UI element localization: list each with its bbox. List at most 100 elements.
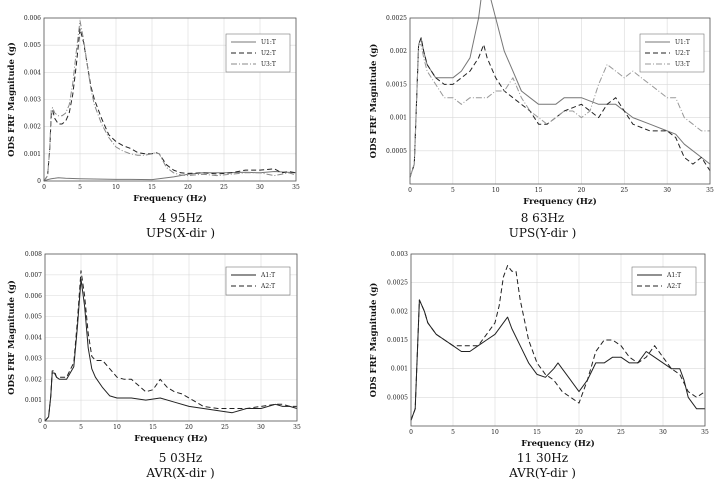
y-tick-label: 0.001 <box>390 115 407 122</box>
direction-caption: UPS(X-dir ) <box>145 226 215 240</box>
series-line-u3t <box>409 44 710 178</box>
y-tick-label: 0.0015 <box>386 81 407 88</box>
x-tick-label: 20 <box>575 429 583 436</box>
y-axis-label: ODS FRF Magnitude (g) <box>368 44 379 159</box>
x-tick-label: 10 <box>112 184 120 191</box>
y-tick-label: 0.008 <box>25 251 42 258</box>
x-tick-label: 15 <box>533 429 541 436</box>
peak-frequency-caption: 8 63Hz <box>520 211 565 225</box>
series-line-u1t <box>409 0 711 178</box>
chart-ups-x-dir: 0 5 10 15 20 25 30 35 0 0.001 0.002 0.003 0.004 0.005… <box>6 15 300 204</box>
x-tick-label: 35 <box>701 429 709 436</box>
y-tick-label: 0.002 <box>24 124 41 131</box>
x-tick-label: 25 <box>221 424 229 431</box>
x-tick-label: 0 <box>42 184 46 191</box>
plot-frame <box>43 17 297 182</box>
chart-panel-avr-x: 0 5 10 15 20 25 30 35 0 0.001 0.002 0.003 0.004 0.005… <box>0 240 361 480</box>
chart-ups-y-dir: 0 5 10 15 20 25 30 35 0.0005 0.001 0.0015 0.002 0.00… <box>368 0 714 207</box>
peak-frequency-caption: 4 95Hz <box>158 211 203 225</box>
plot-frame <box>410 253 706 427</box>
x-tick-label: 10 <box>491 429 499 436</box>
series-line-u2t <box>409 37 711 178</box>
legend-label: A1:T <box>666 272 681 279</box>
y-axis-label: ODS FRF Magnitude (g) <box>6 280 17 395</box>
x-axis-label: Frequency (Hz) <box>133 193 206 204</box>
legend-box <box>631 266 697 296</box>
legend-box <box>639 33 705 73</box>
y-tick-label: 0.006 <box>24 15 41 22</box>
x-tick-label: 35 <box>292 184 300 191</box>
x-tick-label: 10 <box>113 424 121 431</box>
x-tick-label: 35 <box>293 424 301 431</box>
x-tick-label: 5 <box>79 424 83 431</box>
x-tick-label: 30 <box>663 187 671 194</box>
chart-avr-x-dir: 0 5 10 15 20 25 30 35 0 0.001 0.002 0.003 0.004 0.005… <box>6 251 301 444</box>
y-axis-label: ODS FRF Magnitude (g) <box>6 42 17 157</box>
x-axis-label: Frequency (Hz) <box>134 433 207 444</box>
legend-label: U3:T <box>261 61 276 68</box>
y-tick-label: 0.002 <box>391 308 408 315</box>
peak-frequency-caption: 5 03Hz <box>158 451 203 465</box>
y-tick-label: 0 <box>37 178 41 185</box>
chart-panel-avr-y: 0 5 10 15 20 25 30 35 0.0005 0.001 0.0015 0.002 0.00… <box>362 240 723 480</box>
legend-box <box>225 266 291 296</box>
x-tick-label: 15 <box>148 184 156 191</box>
y-tick-label: 0.002 <box>25 376 42 383</box>
x-tick-label: 5 <box>451 429 455 436</box>
legend-label: A1:T <box>260 272 275 279</box>
legend-label: A2:T <box>666 283 681 290</box>
y-tick-label: 0.005 <box>24 42 41 49</box>
y-tick-label: 0.001 <box>24 151 41 158</box>
legend-label: A2:T <box>260 283 275 290</box>
y-tick-label: 0.001 <box>391 366 408 373</box>
x-tick-label: 30 <box>256 184 264 191</box>
x-axis-label: Frequency (Hz) <box>521 438 594 449</box>
y-tick-label: 0.003 <box>25 355 42 362</box>
x-tick-label: 10 <box>492 187 500 194</box>
x-tick-label: 15 <box>149 424 157 431</box>
x-tick-label: 0 <box>43 424 47 431</box>
x-tick-label: 20 <box>578 187 586 194</box>
y-tick-label: 0.006 <box>25 293 42 300</box>
plot-frame <box>409 17 711 185</box>
legend-label: U1:T <box>675 39 690 46</box>
y-tick-label: 0 <box>38 418 42 425</box>
x-tick-label: 0 <box>409 429 413 436</box>
y-axis-label: ODS FRF Magnitude (g) <box>368 283 379 398</box>
chart-panel-ups-y: 0 5 10 15 20 25 30 35 0.0005 0.001 0.0015 0.002 0.00… <box>362 0 723 240</box>
series-line-u2t <box>43 28 297 182</box>
direction-caption: AVR(Y-dir ) <box>509 466 576 480</box>
peak-frequency-caption: 11 30Hz <box>516 451 569 465</box>
series-line-a2t <box>410 265 706 421</box>
x-axis-label: Frequency (Hz) <box>523 196 596 207</box>
x-tick-label: 25 <box>620 187 628 194</box>
series-line-a2t <box>44 270 297 422</box>
x-tick-label: 35 <box>706 187 714 194</box>
legend-label: U2:T <box>675 50 690 57</box>
x-tick-label: 15 <box>535 187 543 194</box>
y-tick-label: 0.007 <box>25 272 42 279</box>
x-tick-label: 25 <box>617 429 625 436</box>
legend-label: U2:T <box>261 50 276 57</box>
y-tick-label: 0.0015 <box>387 337 408 344</box>
y-tick-label: 0.005 <box>25 314 42 321</box>
legend-label: U1:T <box>261 39 276 46</box>
x-tick-label: 5 <box>78 184 82 191</box>
legend-label: U3:T <box>675 61 690 68</box>
direction-caption: UPS(Y-dir ) <box>508 226 577 240</box>
legend-box <box>225 33 291 73</box>
y-tick-label: 0.0005 <box>387 394 408 401</box>
chart-avr-y-dir: 0 5 10 15 20 25 30 35 0.0005 0.001 0.0015 0.002 0.00… <box>368 251 709 449</box>
x-tick-label: 30 <box>659 429 667 436</box>
x-tick-label: 20 <box>184 184 192 191</box>
x-tick-label: 20 <box>185 424 193 431</box>
direction-caption: AVR(X-dir ) <box>146 466 215 480</box>
x-tick-label: 5 <box>451 187 455 194</box>
y-tick-label: 0.004 <box>25 335 42 342</box>
series-line-u3t <box>43 20 297 182</box>
y-tick-label: 0.002 <box>390 48 407 55</box>
y-tick-label: 0.001 <box>25 397 42 404</box>
series-line-a1t <box>44 278 298 422</box>
y-tick-label: 0.0025 <box>387 280 408 287</box>
y-tick-label: 0.003 <box>391 251 408 258</box>
